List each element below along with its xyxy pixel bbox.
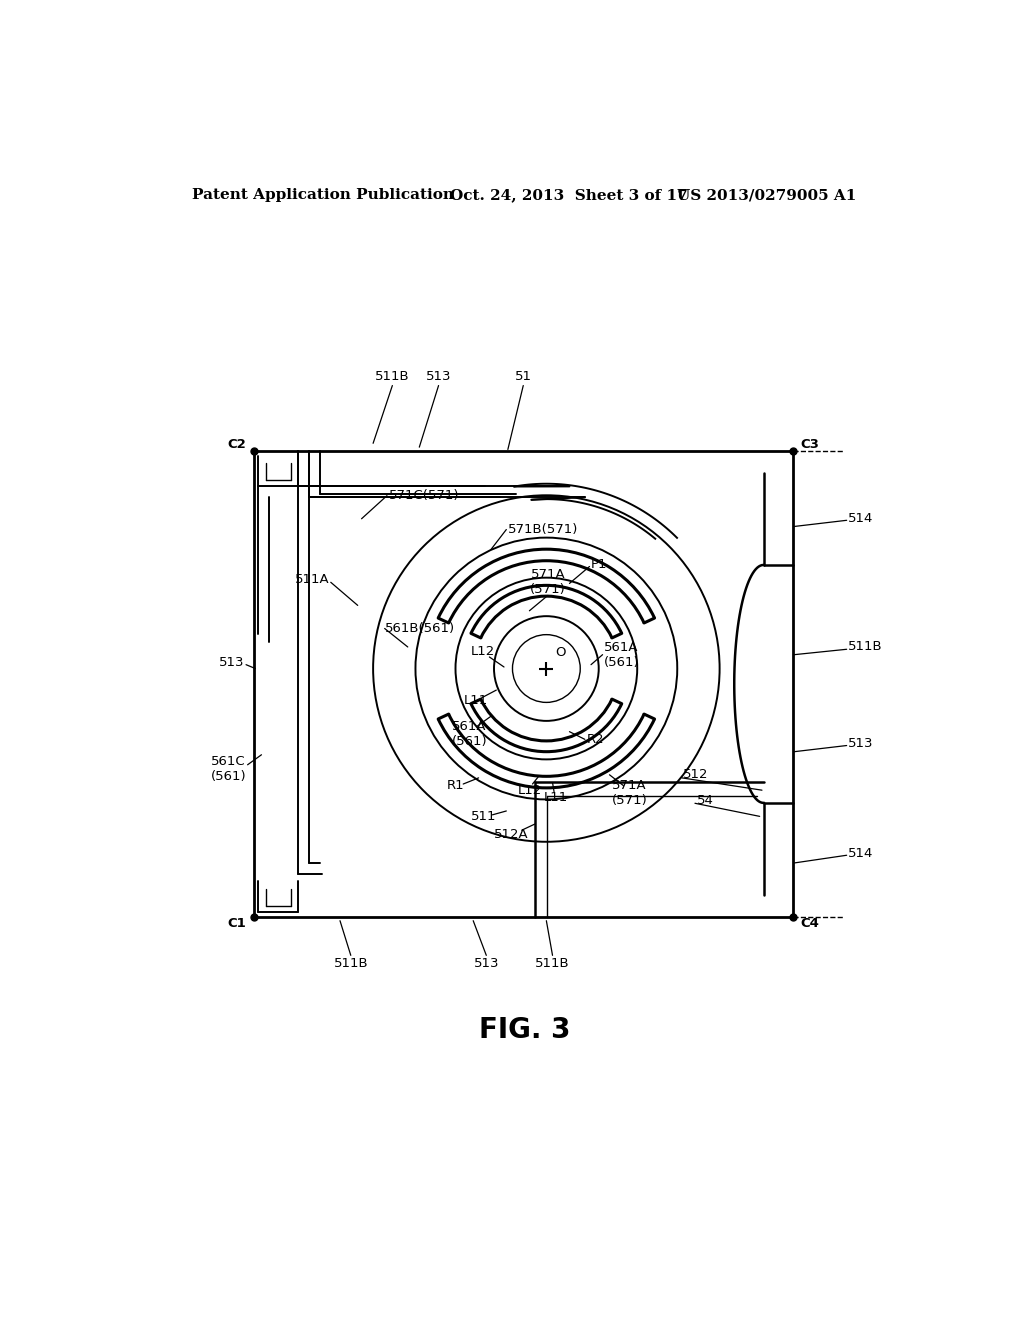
Text: L11: L11 (544, 792, 567, 804)
Text: 511B: 511B (536, 957, 569, 970)
Text: C1: C1 (227, 916, 246, 929)
Text: 51: 51 (515, 370, 531, 383)
Text: 511B: 511B (375, 370, 410, 383)
Text: 514: 514 (848, 512, 873, 525)
Text: US 2013/0279005 A1: US 2013/0279005 A1 (677, 189, 857, 202)
Text: C2: C2 (227, 438, 246, 451)
Text: 513: 513 (219, 656, 245, 669)
Text: 571B(571): 571B(571) (508, 523, 579, 536)
Text: FIG. 3: FIG. 3 (479, 1016, 570, 1044)
Text: 512: 512 (683, 768, 709, 781)
Text: 513: 513 (848, 738, 873, 751)
Text: Oct. 24, 2013  Sheet 3 of 17: Oct. 24, 2013 Sheet 3 of 17 (451, 189, 688, 202)
Text: Patent Application Publication: Patent Application Publication (193, 189, 455, 202)
Text: 511: 511 (470, 810, 496, 822)
Text: 54: 54 (696, 795, 714, 808)
Text: C4: C4 (801, 916, 819, 929)
Text: P1: P1 (591, 558, 607, 572)
Text: 513: 513 (473, 957, 499, 970)
Text: 571A
(571): 571A (571) (611, 779, 647, 808)
Text: 513: 513 (426, 370, 452, 383)
Text: 511B: 511B (334, 957, 368, 970)
Text: 511B: 511B (848, 640, 883, 653)
Text: 561A
(561): 561A (561) (452, 719, 487, 748)
Text: 561A
(561): 561A (561) (604, 640, 640, 669)
Text: C3: C3 (801, 438, 819, 451)
Text: 571A
(571): 571A (571) (530, 569, 566, 597)
Text: 511A: 511A (295, 573, 330, 586)
Text: L12: L12 (517, 784, 542, 797)
Text: 561C
(561): 561C (561) (211, 755, 246, 783)
Text: 514: 514 (848, 847, 873, 861)
Text: 512A: 512A (495, 828, 529, 841)
Text: 561B(561): 561B(561) (385, 622, 455, 635)
Text: O: O (556, 647, 566, 659)
Text: L12: L12 (471, 645, 496, 659)
Text: R2: R2 (587, 733, 604, 746)
Text: R1: R1 (446, 779, 464, 792)
Text: L11: L11 (464, 694, 487, 708)
Text: 571C(571): 571C(571) (388, 490, 459, 502)
